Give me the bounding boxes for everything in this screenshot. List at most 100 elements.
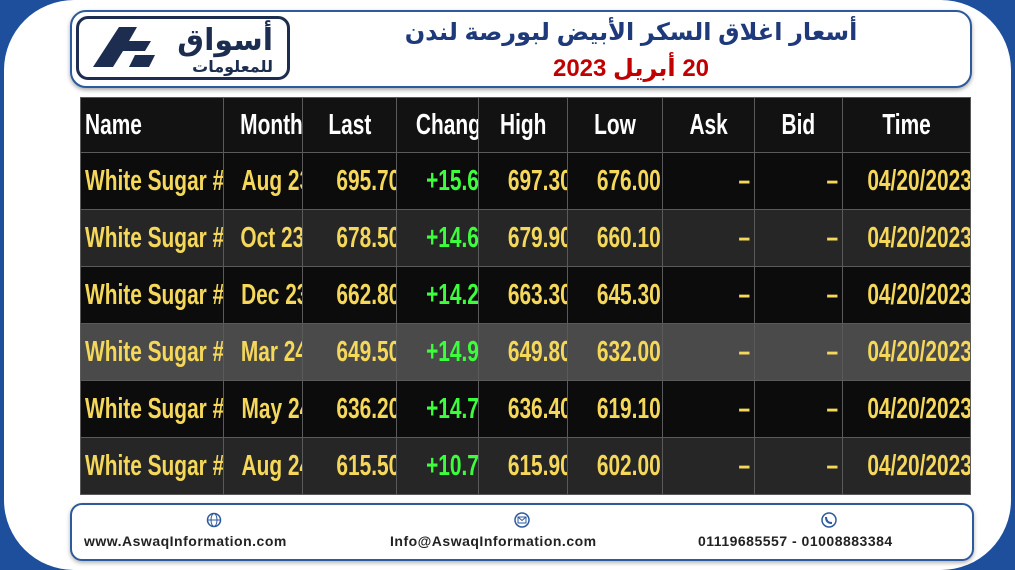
- name-cell: White Sugar #5: [80, 323, 224, 381]
- logo-mark: [93, 27, 155, 67]
- column-header-text: High: [499, 108, 547, 141]
- high-cell: 636.40: [478, 380, 568, 438]
- bid-cell-text: –: [826, 335, 838, 368]
- high-cell-text: 636.40: [507, 392, 568, 425]
- column-header-text: Change: [415, 108, 478, 141]
- time-cell-text: 04/20/2023: [867, 278, 971, 311]
- change-cell: +10.70: [396, 437, 479, 495]
- high-cell-text: 615.90: [507, 449, 568, 482]
- name-cell-text: White Sugar #5: [85, 449, 224, 482]
- logo-subtext: للمعلومات: [192, 59, 273, 76]
- last-cell: 636.20s: [302, 380, 397, 438]
- high-cell: 679.90: [478, 209, 568, 267]
- phone-icon: [821, 512, 837, 528]
- column-header: Name: [80, 97, 224, 153]
- bid-cell-text: –: [826, 278, 838, 311]
- high-cell-text: 663.30: [507, 278, 568, 311]
- month-cell-text: Mar 24: [240, 335, 303, 368]
- change-cell-text: +10.70: [426, 449, 479, 482]
- logo-text: أسواق: [177, 24, 273, 57]
- ask-cell: –: [662, 323, 755, 381]
- ask-cell: –: [662, 152, 755, 210]
- month-cell: Aug 24: [223, 437, 303, 495]
- name-cell: White Sugar #5: [80, 437, 224, 495]
- last-cell-text: 662.80s: [336, 278, 395, 311]
- month-cell-text: Dec 23: [241, 278, 303, 311]
- last-cell-text: 649.50s: [336, 335, 395, 368]
- time-cell: 04/20/2023: [842, 323, 971, 381]
- footer: www.AswaqInformation.com Info@AswaqInfor…: [70, 503, 974, 561]
- header: أسواق للمعلومات أسعار اغلاق السكر الأبيض…: [70, 10, 972, 88]
- column-header: Ask: [662, 97, 755, 153]
- bid-cell-text: –: [826, 221, 838, 254]
- last-cell: 678.50s: [302, 209, 397, 267]
- low-cell-text: 632.00: [596, 335, 661, 368]
- month-cell-text: May 24: [241, 392, 302, 425]
- web-icon: [206, 512, 222, 528]
- column-header: Change: [396, 97, 479, 153]
- high-cell-text: 649.80: [507, 335, 568, 368]
- name-cell-text: White Sugar #5: [85, 221, 224, 254]
- table-row: White Sugar #5 Dec 23 662.80s +14.20 663.30 6…: [80, 266, 971, 324]
- change-cell: +14.70: [396, 380, 479, 438]
- last-cell-text: 615.50s: [336, 449, 395, 482]
- column-header: High: [478, 97, 568, 153]
- column-header: Last: [302, 97, 397, 153]
- logo: أسواق للمعلومات: [76, 16, 290, 80]
- phone: 01119685557 - 01008883384: [698, 533, 893, 549]
- ask-cell-text: –: [738, 449, 750, 482]
- change-cell: +15.60: [396, 152, 479, 210]
- column-header-text: Ask: [689, 108, 728, 141]
- price-table: Name Month Last Change High Low Ask Bid Time Whi…: [80, 97, 971, 495]
- month-cell: Aug 23: [223, 152, 303, 210]
- time-cell: 04/20/2023: [842, 152, 971, 210]
- low-cell: 602.00: [567, 437, 663, 495]
- last-cell: 695.70s: [302, 152, 397, 210]
- high-cell: 649.80: [478, 323, 568, 381]
- mail-icon: [514, 512, 530, 528]
- table-row: White Sugar #5 Oct 23 678.50s +14.60 679.90 6…: [80, 209, 971, 267]
- time-cell-text: 04/20/2023: [867, 335, 971, 368]
- ask-cell: –: [662, 266, 755, 324]
- bid-cell: –: [754, 152, 843, 210]
- low-cell-text: 676.00: [596, 164, 661, 197]
- ask-cell-text: –: [738, 392, 750, 425]
- time-cell: 04/20/2023: [842, 380, 971, 438]
- ask-cell: –: [662, 380, 755, 438]
- change-cell: +14.90: [396, 323, 479, 381]
- last-cell: 662.80s: [302, 266, 397, 324]
- low-cell-text: 602.00: [596, 449, 661, 482]
- change-cell-text: +14.20: [426, 278, 479, 311]
- change-cell-text: +14.70: [426, 392, 479, 425]
- month-cell-text: Oct 23: [240, 221, 303, 254]
- month-cell: May 24: [223, 380, 303, 438]
- bid-cell: –: [754, 266, 843, 324]
- column-header-text: Month: [240, 108, 303, 141]
- month-cell: Mar 24: [223, 323, 303, 381]
- name-cell-text: White Sugar #5: [85, 164, 224, 197]
- change-cell-text: +14.60: [426, 221, 479, 254]
- table-row: White Sugar #5 Aug 24 615.50s +10.70 615.90 6…: [80, 437, 971, 495]
- bid-cell: –: [754, 323, 843, 381]
- low-cell-text: 660.10: [596, 221, 661, 254]
- low-cell: 619.10: [567, 380, 663, 438]
- column-header-text: Name: [85, 108, 142, 141]
- change-cell: +14.60: [396, 209, 479, 267]
- month-cell: Dec 23: [223, 266, 303, 324]
- high-cell-text: 697.30: [507, 164, 568, 197]
- month-cell-text: Aug 23: [241, 164, 302, 197]
- column-header-text: Last: [328, 108, 371, 141]
- table-row: White Sugar #5 May 24 636.20s +14.70 636.40 6…: [80, 380, 971, 438]
- last-cell-text: 695.70s: [336, 164, 395, 197]
- high-cell: 697.30: [478, 152, 568, 210]
- time-cell: 04/20/2023: [842, 437, 971, 495]
- table-row: White Sugar #5 Mar 24 649.50s +14.90 649.80 6…: [80, 323, 971, 381]
- column-header-text: Low: [594, 108, 636, 141]
- ask-cell-text: –: [738, 335, 750, 368]
- month-cell-text: Aug 24: [241, 449, 302, 482]
- last-cell: 615.50s: [302, 437, 397, 495]
- low-cell-text: 619.10: [596, 392, 661, 425]
- high-cell: 663.30: [478, 266, 568, 324]
- low-cell: 632.00: [567, 323, 663, 381]
